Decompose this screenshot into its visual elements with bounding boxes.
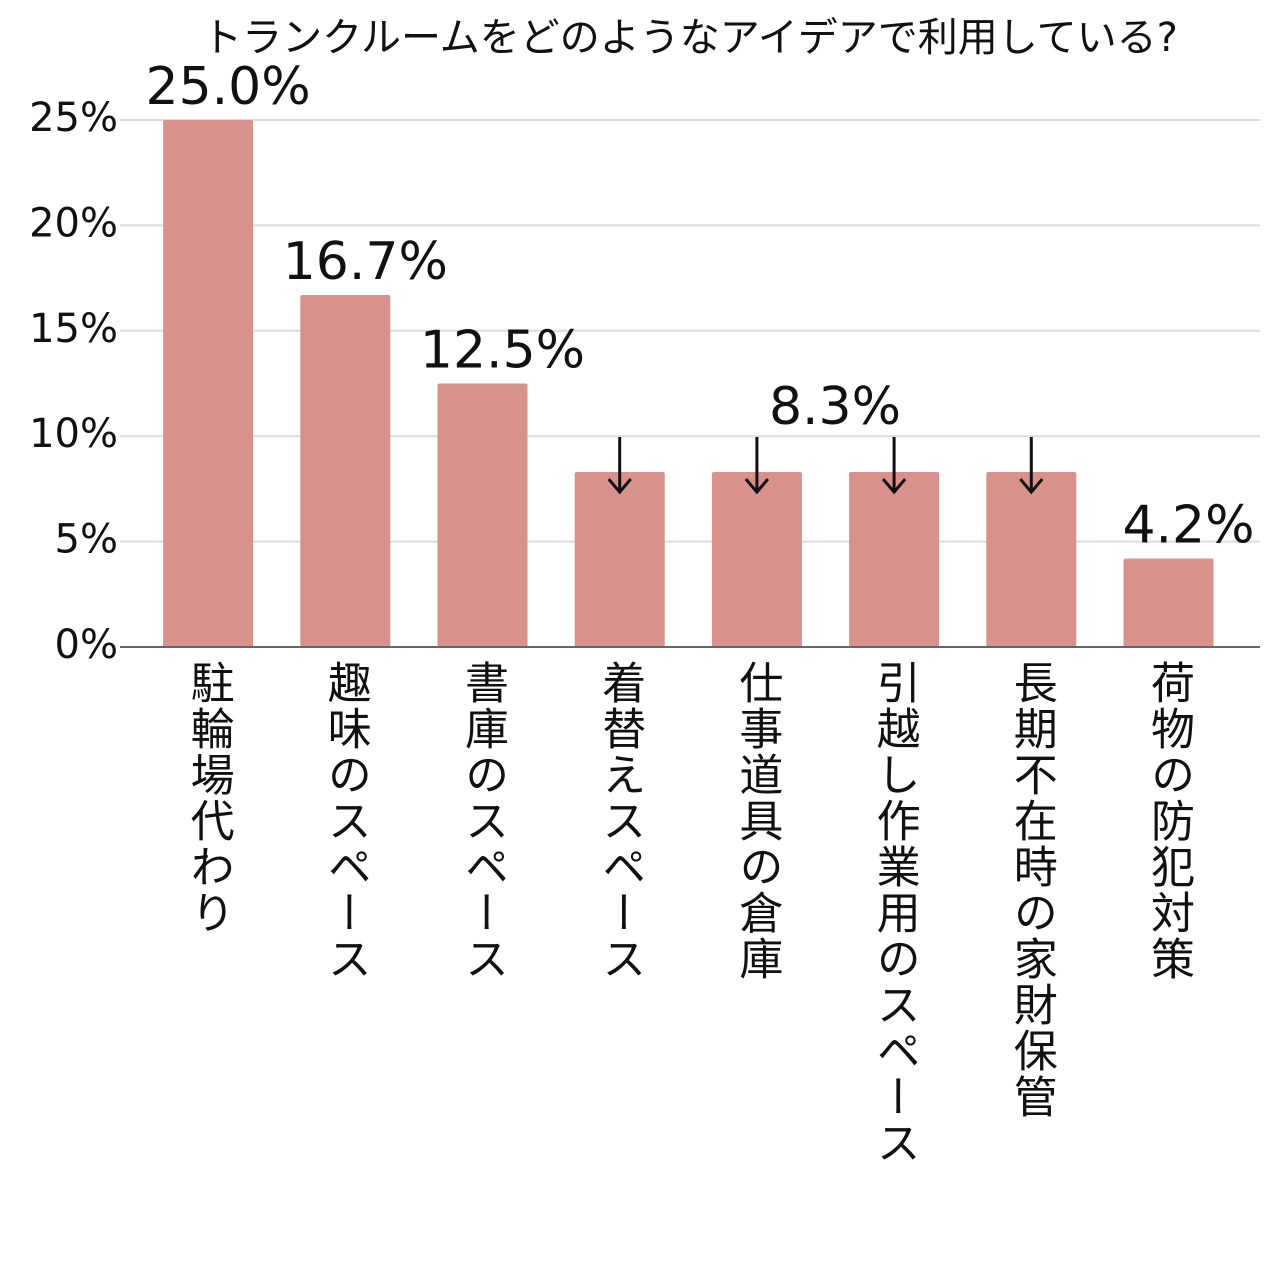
y-tick-label: 20% bbox=[29, 200, 118, 246]
bar bbox=[1123, 558, 1214, 647]
arrow bbox=[881, 437, 907, 495]
y-tick-label: 0% bbox=[55, 622, 118, 668]
bar bbox=[437, 383, 528, 647]
value-label: 4.2% bbox=[1122, 495, 1254, 555]
y-tick-label: 10% bbox=[29, 411, 118, 457]
value-label: 12.5% bbox=[420, 321, 585, 381]
x-tick-label: 駐輪場代わり bbox=[183, 660, 235, 936]
value-label: 16.7% bbox=[283, 232, 448, 292]
y-tick-label: 25% bbox=[29, 95, 118, 141]
x-tick-label: 趣味のスペース bbox=[320, 660, 371, 982]
annotation: 8.3% bbox=[769, 377, 901, 437]
x-tick-label: 仕事道具の倉庫 bbox=[731, 660, 782, 982]
x-tick-label: 引越し作業用のスペース bbox=[869, 660, 920, 1166]
arrow bbox=[607, 437, 632, 495]
bar bbox=[986, 472, 1077, 647]
value-label: 25.0% bbox=[145, 57, 310, 117]
arrow bbox=[744, 437, 770, 495]
arrow bbox=[1019, 437, 1044, 495]
x-tick-label: 荷物の防犯対策 bbox=[1143, 660, 1194, 982]
x-tick-label: 長期不在時の家財保管 bbox=[1006, 660, 1057, 1120]
bar bbox=[163, 120, 254, 647]
bar bbox=[300, 294, 391, 647]
y-tick-label: 5% bbox=[55, 517, 118, 563]
y-tick-label: 15% bbox=[29, 306, 118, 352]
bar bbox=[574, 472, 665, 647]
bar bbox=[711, 472, 802, 647]
x-tick-label: 書庫のスペース bbox=[457, 660, 508, 982]
chart-title: トランクルームをどのようなアイデアで利用している? bbox=[202, 15, 1178, 61]
x-tick-label: 着替えスペース bbox=[594, 660, 645, 982]
bar bbox=[849, 472, 940, 647]
